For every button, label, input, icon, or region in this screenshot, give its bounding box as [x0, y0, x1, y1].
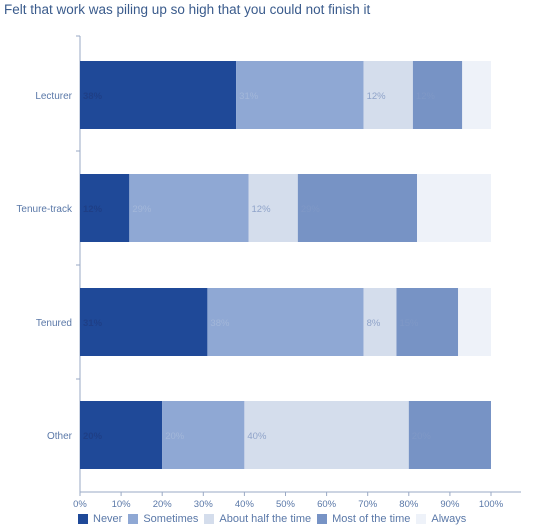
bar-other-never — [80, 401, 163, 469]
legend-item: Never — [78, 513, 122, 525]
bar-tenure-track-sometimes — [129, 174, 249, 242]
bar-other-about-half-the-time — [244, 401, 409, 469]
legend-item: Most of the time — [317, 513, 410, 525]
x-tick-label: 20% — [153, 499, 173, 510]
x-tick-label: 10% — [112, 499, 132, 510]
bar-lecturer-always — [462, 61, 491, 129]
bar-tenure-track-about-half-the-time — [248, 174, 298, 242]
x-tick-label: 50% — [276, 499, 296, 510]
category-label: Tenured — [36, 318, 72, 329]
x-tick-label: 30% — [194, 499, 214, 510]
bar-tenured-always — [458, 288, 491, 356]
bar-tenure-track-always — [417, 174, 491, 242]
legend-swatch — [317, 514, 328, 524]
legend-label: About half the time — [219, 513, 312, 525]
chart-legend: Never Sometimes About half the time Most of… — [78, 513, 472, 525]
data-label: 38% — [210, 318, 230, 329]
category-label: Other — [47, 431, 73, 442]
data-label: 12% — [252, 204, 272, 215]
x-tick-label: 80% — [399, 499, 419, 510]
legend-label: Never — [93, 513, 123, 525]
data-label: 18% — [420, 204, 440, 215]
data-label: 8% — [461, 318, 475, 329]
data-label: 40% — [247, 431, 267, 442]
data-label: 20% — [412, 431, 432, 442]
bar-lecturer-about-half-the-time — [363, 61, 413, 129]
bar-lecturer-never — [80, 61, 237, 129]
legend-label: Most of the time — [332, 513, 411, 525]
data-label: 31% — [239, 91, 259, 102]
data-label: 38% — [83, 91, 103, 102]
legend-label: Sometimes — [143, 513, 199, 525]
data-label: 12% — [416, 91, 436, 102]
legend-item: Always — [416, 513, 466, 525]
data-label: 29% — [132, 204, 152, 215]
data-label: 31% — [83, 318, 103, 329]
data-label: 12% — [367, 91, 387, 102]
bar-tenure-track-most-of-the-time — [297, 174, 418, 242]
category-label: Tenure-track — [16, 204, 73, 215]
bar-tenured-about-half-the-time — [363, 288, 397, 356]
x-tick-label: 0% — [73, 499, 87, 510]
data-label: 7% — [465, 91, 479, 102]
bar-lecturer-most-of-the-time — [412, 61, 463, 129]
x-tick-label: 90% — [440, 499, 460, 510]
bar-other-most-of-the-time — [408, 401, 491, 469]
legend-swatch — [416, 514, 427, 524]
bar-tenured-most-of-the-time — [396, 288, 459, 356]
bar-tenured-never — [80, 288, 208, 356]
data-label: 8% — [367, 318, 381, 329]
category-label: Lecturer — [35, 91, 72, 102]
legend-swatch — [78, 514, 88, 524]
data-label: 20% — [165, 431, 185, 442]
chart-title: Felt that work was piling up so high tha… — [4, 2, 371, 17]
bar-tenured-sometimes — [207, 288, 364, 356]
bar-lecturer-sometimes — [236, 61, 364, 129]
bar-other-sometimes — [162, 401, 245, 469]
bar-tenure-track-never — [80, 174, 130, 242]
data-label: 12% — [83, 204, 103, 215]
x-tick-label: 100% — [479, 499, 504, 510]
data-label: 15% — [399, 318, 419, 329]
legend-item: Sometimes — [128, 513, 198, 525]
legend-label: Always — [431, 513, 467, 525]
legend-swatch — [204, 514, 215, 524]
data-label: 20% — [83, 431, 103, 442]
legend-item: About half the time — [204, 513, 311, 525]
chart-plot: 38% 31% 12% 12% 7% Lecturer 12% 29% 12% 29% 18% Ten… — [16, 35, 521, 510]
x-tick-label: 40% — [235, 499, 255, 510]
data-label: 29% — [301, 204, 321, 215]
legend-swatch — [128, 514, 139, 524]
x-tick-label: 60% — [317, 499, 337, 510]
x-tick-label: 70% — [358, 499, 378, 510]
